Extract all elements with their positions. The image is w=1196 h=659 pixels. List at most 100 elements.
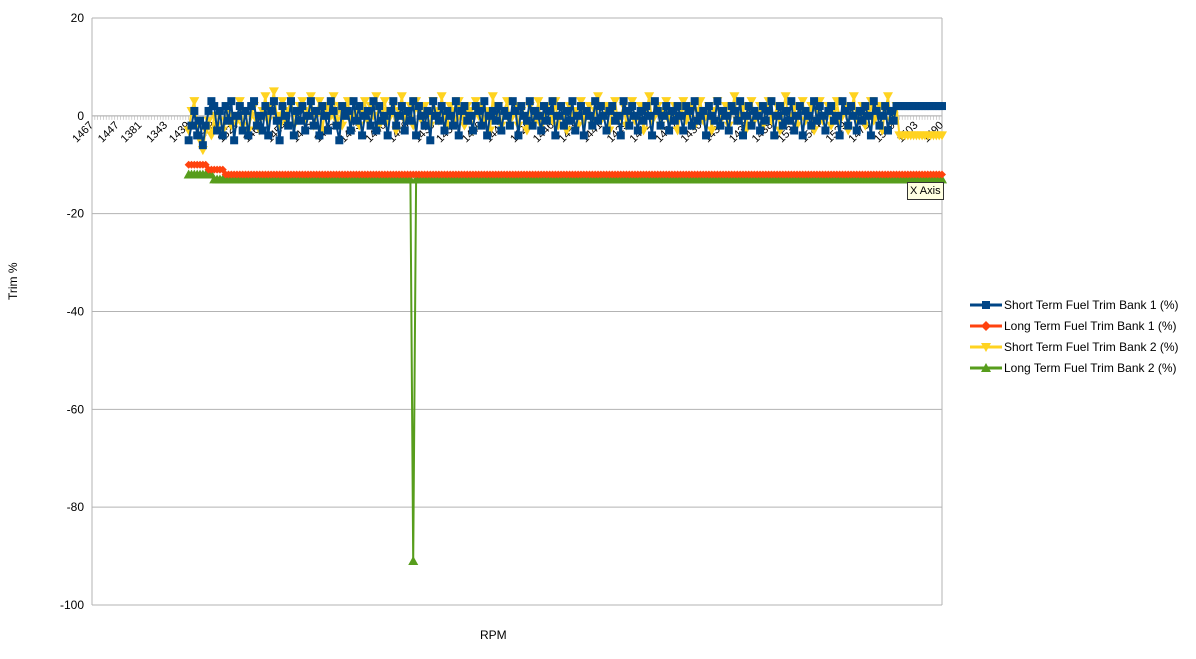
- legend-swatch-stft-b2: [970, 342, 1002, 352]
- data-point: [281, 111, 290, 120]
- data-point: [234, 97, 245, 107]
- y-tick-label: -40: [67, 305, 85, 319]
- y-axis-label: Trim %: [6, 262, 20, 300]
- y-tick-label: 20: [71, 11, 85, 25]
- data-point: [937, 131, 947, 141]
- data-point: [196, 116, 205, 125]
- data-point: [204, 106, 213, 115]
- data-point: [869, 97, 878, 106]
- data-point: [673, 102, 682, 111]
- data-point: [938, 170, 946, 179]
- x-tick-label: 1447: [96, 119, 122, 145]
- data-point: [366, 121, 375, 130]
- data-point: [770, 131, 779, 140]
- data-point: [807, 121, 816, 130]
- data-point: [386, 106, 395, 115]
- data-point: [338, 102, 347, 111]
- data-point: [608, 102, 617, 111]
- data-point: [491, 116, 500, 125]
- data-point: [653, 106, 662, 115]
- data-point: [335, 136, 344, 145]
- data-point: [727, 102, 736, 111]
- data-point: [400, 126, 409, 135]
- data-point: [886, 106, 895, 115]
- legend-label: Short Term Fuel Trim Bank 2 (%): [1004, 339, 1179, 354]
- y-tick-label: -60: [67, 402, 85, 416]
- data-point: [687, 121, 696, 130]
- data-point: [858, 116, 867, 125]
- data-point: [483, 131, 492, 140]
- data-point: [767, 97, 776, 106]
- data-point: [827, 102, 836, 111]
- data-point: [198, 141, 207, 150]
- data-point: [470, 97, 481, 107]
- data-point: [215, 106, 224, 115]
- data-point: [480, 97, 489, 106]
- data-point: [878, 111, 887, 120]
- data-point: [616, 131, 625, 140]
- legend-label: Short Term Fuel Trim Bank 1 (%): [1004, 297, 1179, 312]
- data-point: [520, 111, 529, 120]
- data-point: [787, 97, 796, 106]
- data-point: [773, 111, 782, 120]
- data-point: [582, 106, 591, 115]
- data-point: [810, 97, 819, 106]
- data-point: [436, 92, 447, 102]
- data-point: [540, 102, 549, 111]
- data-point: [352, 116, 361, 125]
- data-point: [747, 121, 756, 130]
- data-point: [648, 131, 657, 140]
- data-point: [323, 126, 332, 135]
- data-point: [610, 97, 621, 107]
- data-point: [474, 106, 483, 115]
- y-tick-label: -20: [67, 207, 85, 221]
- legend-item: Long Term Fuel Trim Bank 2 (%): [970, 357, 1179, 378]
- data-point: [494, 102, 503, 111]
- data-point: [633, 126, 642, 135]
- data-point: [267, 106, 276, 115]
- data-point: [213, 126, 222, 135]
- data-point: [235, 102, 244, 111]
- data-point: [329, 106, 338, 115]
- legend-swatch-stft-b1: [970, 300, 1002, 309]
- data-point: [511, 106, 520, 115]
- data-point: [730, 106, 739, 115]
- data-point: [408, 555, 419, 565]
- data-point: [463, 116, 472, 125]
- data-point: [440, 126, 449, 135]
- legend-swatch-ltft-b1: [970, 320, 1002, 331]
- data-point: [497, 126, 506, 135]
- data-point: [824, 106, 833, 115]
- data-point: [571, 126, 580, 135]
- data-point: [286, 97, 295, 106]
- data-point: [184, 136, 193, 145]
- data-point: [659, 111, 668, 120]
- data-point: [375, 102, 384, 111]
- data-point: [889, 116, 898, 125]
- data-point: [611, 116, 620, 125]
- data-point: [423, 106, 432, 115]
- data-point: [545, 106, 554, 115]
- data-point: [477, 121, 486, 130]
- data-point: [679, 126, 688, 135]
- data-point: [861, 102, 870, 111]
- data-point: [468, 126, 477, 135]
- data-point: [781, 106, 790, 115]
- data-point: [309, 121, 318, 130]
- y-tick-label: 0: [77, 109, 84, 123]
- data-point: [733, 116, 742, 125]
- data-point: [758, 102, 767, 111]
- data-point: [355, 102, 364, 111]
- data-point: [395, 111, 404, 120]
- data-point: [268, 87, 279, 97]
- data-point: [744, 102, 753, 111]
- data-point: [938, 102, 946, 111]
- data-point: [706, 126, 717, 136]
- data-point: [460, 102, 469, 111]
- data-point: [835, 131, 844, 140]
- data-point: [630, 111, 639, 120]
- data-point: [264, 131, 273, 140]
- data-point: [562, 106, 571, 115]
- data-point: [693, 116, 702, 125]
